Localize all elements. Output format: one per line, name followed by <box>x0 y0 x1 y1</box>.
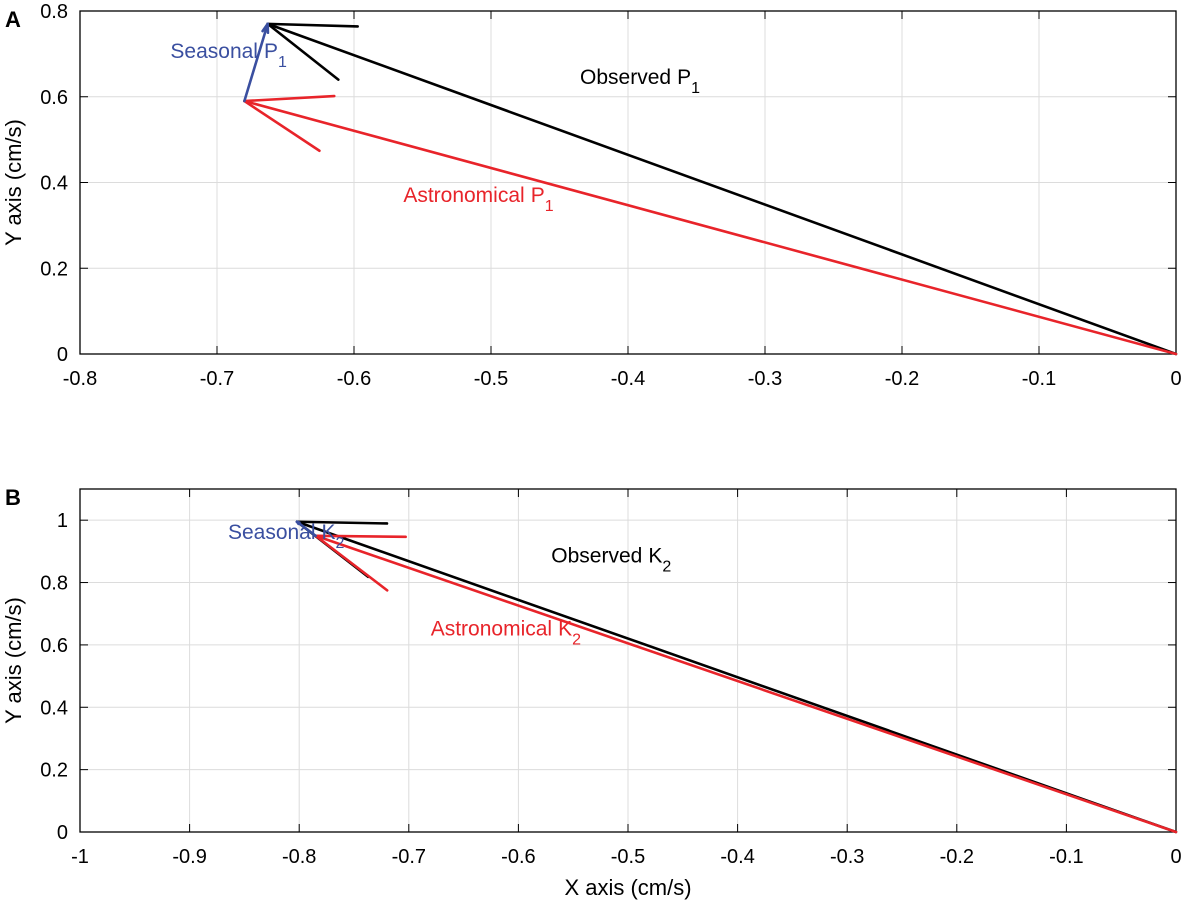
axes-box <box>79 10 1177 355</box>
vector-label-prefix: P <box>531 184 545 207</box>
vector-label: Observed P1 <box>580 66 700 97</box>
y-tick-label: 0.8 <box>40 573 68 595</box>
vector-astronomical: Astronomical P1 <box>243 94 1178 356</box>
vector-label-subscript: 2 <box>336 535 345 552</box>
vector-label: Observed K2 <box>551 544 671 575</box>
vector-label-prefix: P <box>264 40 278 63</box>
x-tick-label: -0.4 <box>720 846 754 868</box>
x-tick-label: -0.2 <box>940 846 974 868</box>
vector-seasonal: Seasonal K2 <box>228 520 345 552</box>
vector-arrowhead <box>295 520 301 524</box>
y-tick-label: 0 <box>57 344 68 366</box>
vector-label-name: Seasonal <box>170 40 258 63</box>
x-tick-label: 0 <box>1170 846 1181 868</box>
x-tick-label: -0.6 <box>337 368 371 390</box>
vector-arrowhead <box>266 22 359 28</box>
y-axis-label: Y axis (cm/s) <box>1 597 26 724</box>
vector-shaft <box>266 22 1178 356</box>
y-tick-label: 0 <box>57 822 68 844</box>
vector-label-name: Observed <box>551 544 642 567</box>
y-tick-label: 0.6 <box>40 87 68 109</box>
vector-observed: Observed P1 <box>266 22 1178 356</box>
vector-arrowhead <box>243 99 321 153</box>
y-tick-label: 1 <box>57 510 68 532</box>
x-tick-label: -0.3 <box>748 368 782 390</box>
x-tick-label: -0.3 <box>830 846 864 868</box>
vector-label-name: Astronomical <box>403 184 524 207</box>
vector-label-name: Observed <box>580 66 671 89</box>
vector-shaft <box>243 22 269 103</box>
panel-label: A <box>5 7 21 32</box>
vector-label-prefix: K <box>558 618 572 641</box>
y-tick-label: 0.8 <box>40 1 68 23</box>
y-tick-label: 0.4 <box>40 173 68 195</box>
y-tick-label: 0.4 <box>40 697 68 719</box>
x-tick-label: -0.5 <box>611 846 645 868</box>
vector-arrowhead <box>295 520 389 525</box>
y-tick-label: 0.2 <box>40 258 68 280</box>
vector-arrowhead <box>266 22 340 81</box>
vector-seasonal: Seasonal P1 <box>170 22 287 103</box>
vector-label-subscript: 1 <box>691 80 700 97</box>
vector-label: Astronomical K2 <box>431 618 581 649</box>
vector-label-prefix: P <box>677 66 691 89</box>
vector-label: Seasonal P1 <box>170 40 287 71</box>
panel-b: -1 -0.9 -0.8 -0.7 -0.6 -0.5 -0.4 -0.3 -0.2 -0.1 0 0… <box>1 485 1182 900</box>
x-axis-label: X axis (cm/s) <box>564 875 691 900</box>
y-tick-label: 0.2 <box>40 760 68 782</box>
vector-label-subscript: 1 <box>278 54 287 71</box>
vector-shaft <box>295 520 317 538</box>
axes-box <box>79 488 1177 833</box>
vector-label: Astronomical P1 <box>403 184 553 215</box>
vector-shaft <box>314 534 1178 834</box>
x-tick-label: 0 <box>1170 368 1181 390</box>
x-tick-label: -0.1 <box>1022 368 1056 390</box>
vector-label-prefix: K <box>322 521 336 544</box>
x-tick-label: -0.9 <box>172 846 206 868</box>
vector-label-subscript: 2 <box>572 632 581 649</box>
vector-label-name: Seasonal <box>228 521 316 544</box>
vector-arrowhead <box>314 534 389 592</box>
x-tick-label: -0.6 <box>501 846 535 868</box>
x-tick-label: -0.8 <box>282 846 316 868</box>
x-tick-label: -0.1 <box>1049 846 1083 868</box>
vector-label: Seasonal K2 <box>228 521 345 552</box>
y-axis-label: Y axis (cm/s) <box>1 119 26 246</box>
x-tick-label: -0.8 <box>63 368 97 390</box>
x-tick-label: -0.5 <box>474 368 508 390</box>
panel-label: B <box>5 485 21 510</box>
vector-label-subscript: 1 <box>545 198 554 215</box>
vector-label-name: Astronomical <box>431 618 552 641</box>
x-tick-label: -0.7 <box>200 368 234 390</box>
x-tick-label: -1 <box>71 846 89 868</box>
vector-astronomical: Astronomical K2 <box>314 534 1178 834</box>
vector-shaft <box>243 99 1178 356</box>
x-tick-label: -0.2 <box>885 368 919 390</box>
panel-a: -0.8 -0.7 -0.6 -0.5 -0.4 -0.3 -0.2 -0.1 0 0 0.2 0.4… <box>1 1 1182 390</box>
x-tick-label: -0.7 <box>392 846 426 868</box>
vector-label-prefix: K <box>648 544 662 567</box>
vector-arrowhead <box>243 94 336 103</box>
vector-label-subscript: 2 <box>662 558 671 575</box>
vector-arrowhead <box>314 534 407 539</box>
x-tick-label: -0.4 <box>611 368 645 390</box>
y-tick-label: 0.6 <box>40 635 68 657</box>
